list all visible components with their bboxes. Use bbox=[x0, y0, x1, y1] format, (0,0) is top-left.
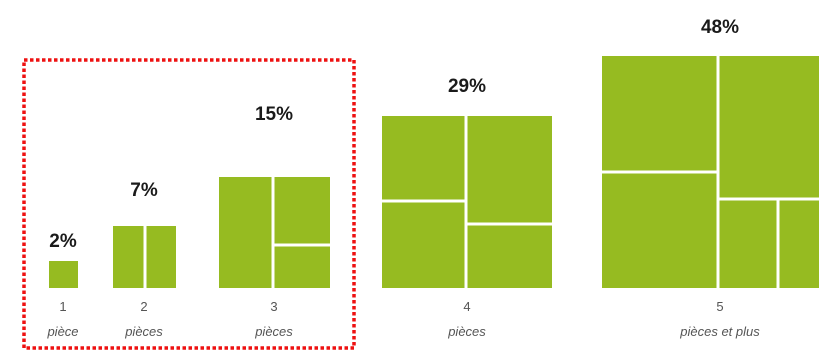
category-number: 4 bbox=[463, 299, 470, 314]
percent-label: 15% bbox=[255, 104, 293, 125]
category-unit: pièces bbox=[254, 324, 293, 339]
percent-label: 29% bbox=[448, 76, 486, 97]
category-number: 2 bbox=[140, 299, 147, 314]
percent-label: 2% bbox=[49, 231, 77, 252]
category-unit: pièce bbox=[46, 324, 78, 339]
category-group-3: 15% 3 pièces bbox=[219, 104, 330, 339]
category-group-2: 7% 2 pièces bbox=[113, 180, 176, 339]
percent-label: 7% bbox=[130, 180, 158, 201]
highlight-box bbox=[22, 58, 356, 350]
category-unit: pièces bbox=[447, 324, 486, 339]
category-unit: pièces bbox=[124, 324, 163, 339]
category-group-4: 29% 4 pièces bbox=[382, 76, 552, 339]
percent-label: 48% bbox=[701, 17, 739, 38]
category-number: 3 bbox=[270, 299, 277, 314]
category-number: 5 bbox=[716, 299, 723, 314]
category-unit: pièces et plus bbox=[679, 324, 760, 339]
category-group-1: 2% 1 pièce bbox=[46, 231, 78, 339]
bar-block-1 bbox=[49, 261, 78, 288]
category-number: 1 bbox=[59, 299, 66, 314]
category-group-5: 48% 5 pièces et plus bbox=[602, 17, 819, 339]
